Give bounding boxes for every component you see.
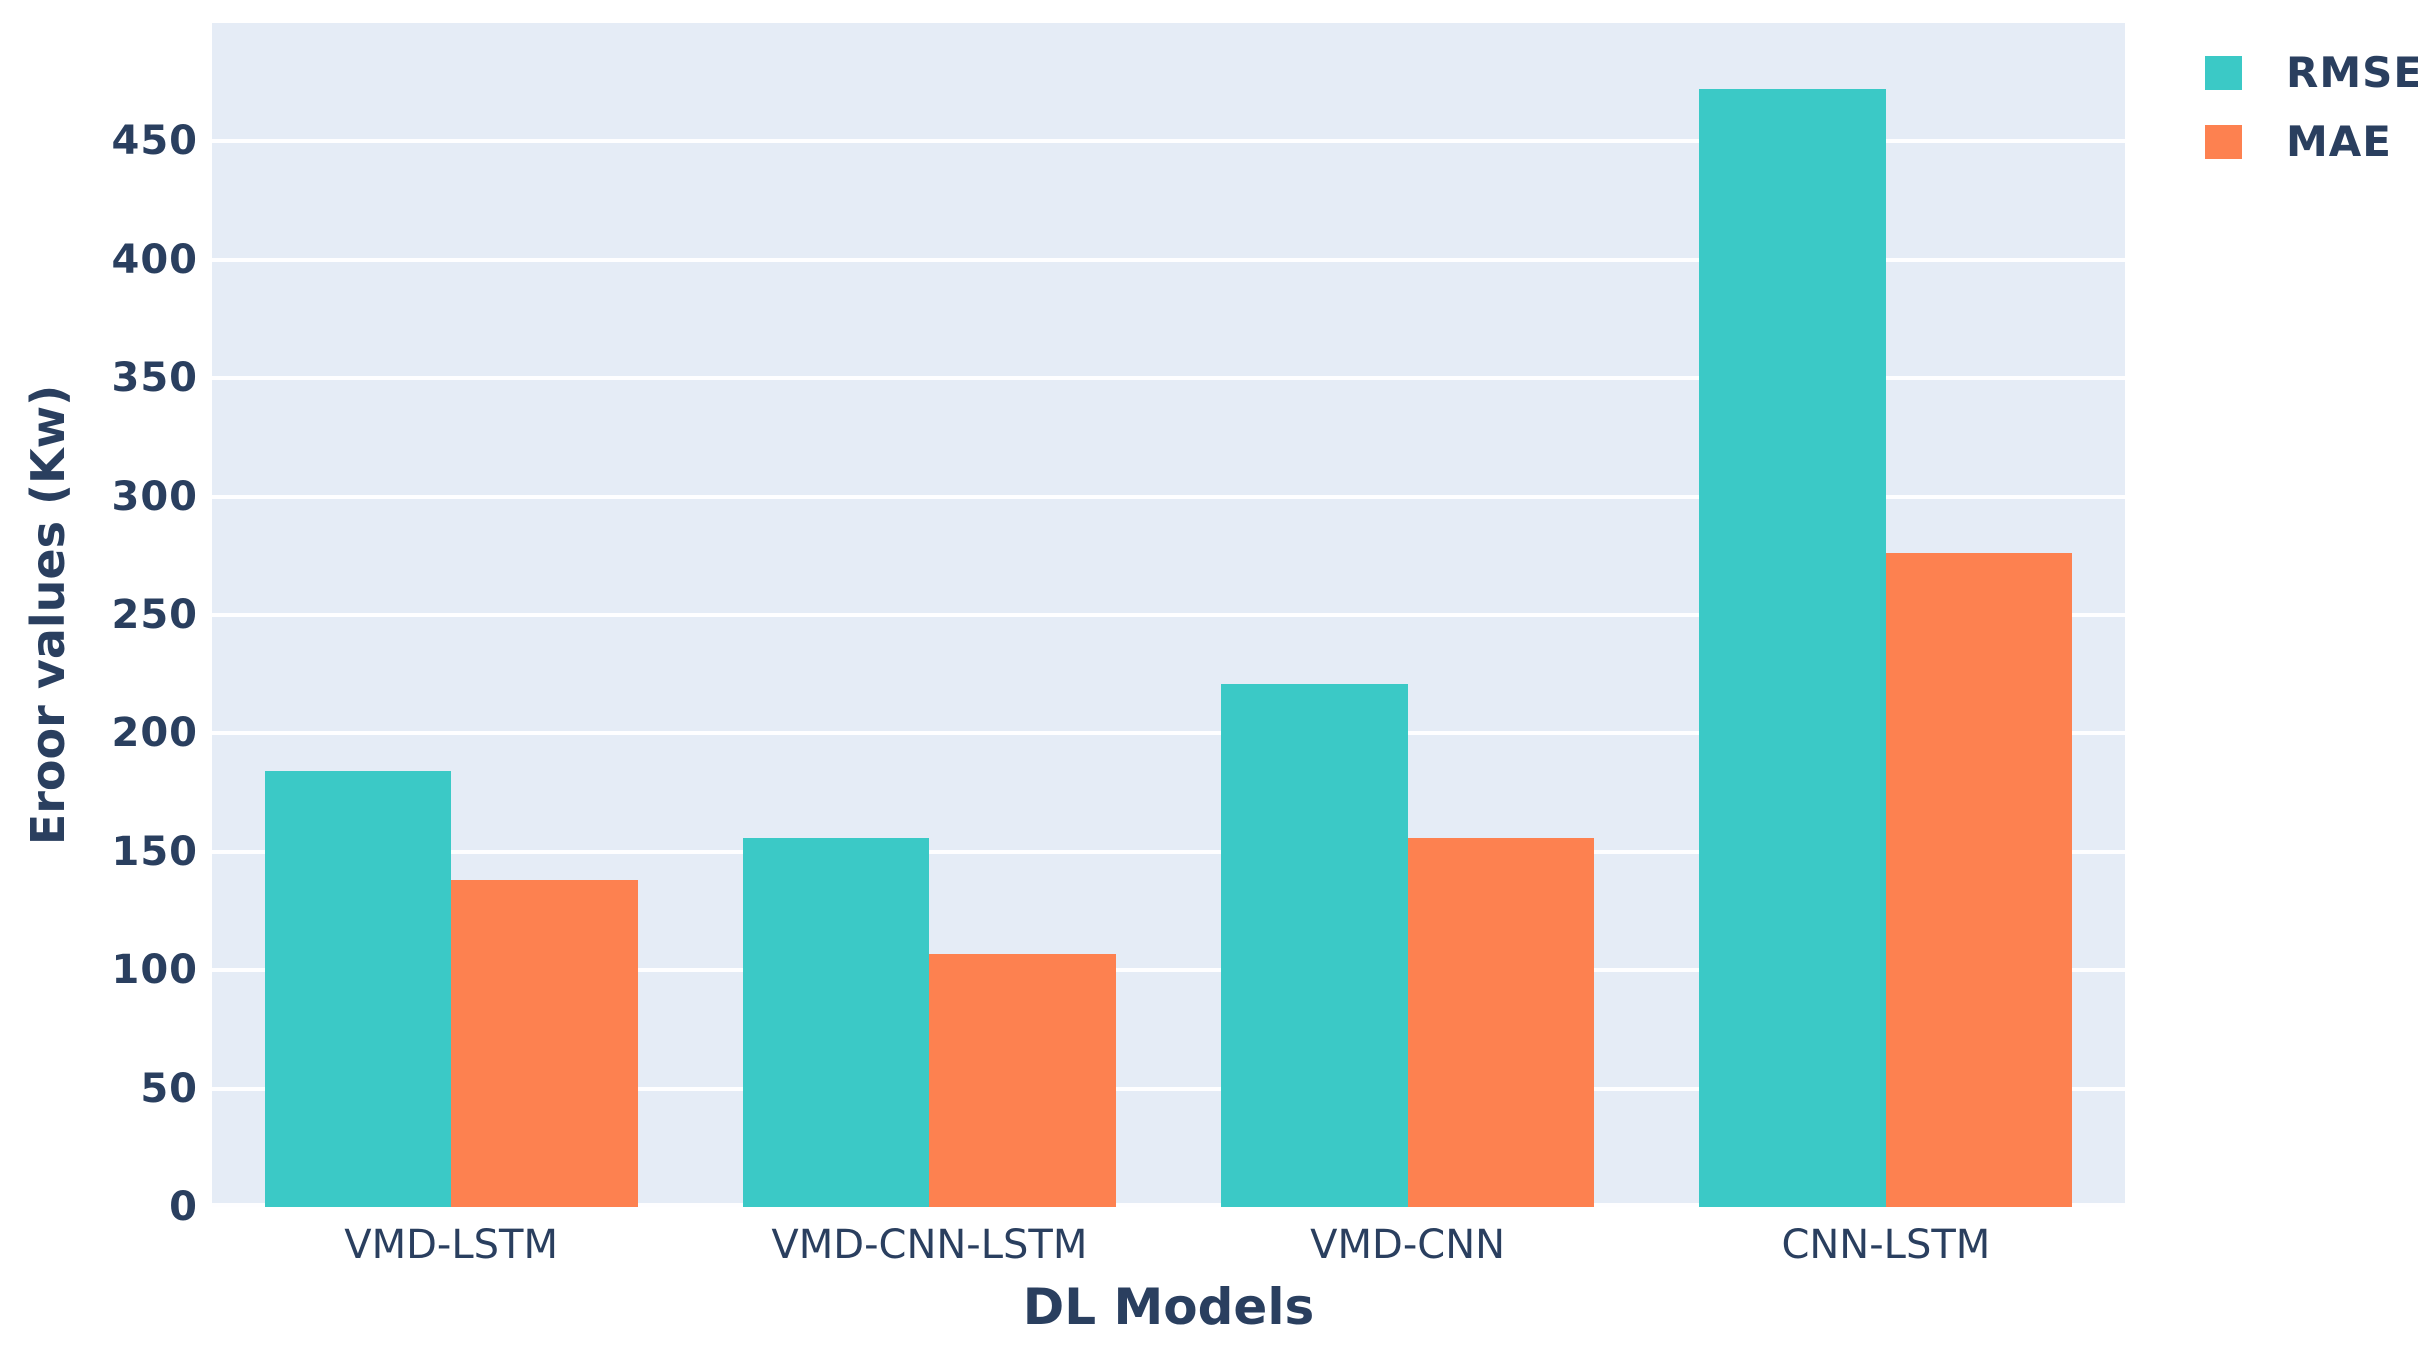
gridline-250	[212, 613, 2125, 617]
legend-item-mae[interactable]: MAE	[2205, 117, 2418, 166]
y-tick-label-150: 150	[111, 828, 198, 875]
bar-mae-vmd-cnn[interactable]	[1407, 837, 1595, 1207]
gridline-200	[212, 731, 2125, 736]
legend-swatch-mae	[2205, 124, 2242, 159]
bar-rmse-vmd-cnn[interactable]	[1221, 683, 1408, 1207]
bar-mae-cnn-lstm[interactable]	[1885, 553, 2073, 1207]
gridline-300	[212, 494, 2125, 499]
y-tick-label-100: 100	[111, 947, 198, 994]
gridline-150	[212, 849, 2125, 854]
y-tick-label-0: 0	[169, 1184, 198, 1230]
legend-swatch-rmse	[2205, 55, 2242, 90]
y-tick-label-300: 300	[111, 473, 198, 520]
bar-rmse-cnn-lstm[interactable]	[1699, 89, 1886, 1207]
x-tick-label-vmd-cnn: VMD-CNN	[1310, 1222, 1506, 1268]
gridline-350	[212, 376, 2125, 381]
y-tick-label-50: 50	[140, 1065, 198, 1112]
y-tick-label-250: 250	[111, 592, 198, 638]
bar-groups	[212, 23, 2125, 1207]
x-tick-label-vmd-cnn-lstm: VMD-CNN-LSTM	[771, 1222, 1088, 1268]
y-tick-label-450: 450	[111, 118, 198, 165]
gridline-400	[212, 257, 2125, 262]
legend-item-rmse[interactable]: RMSE	[2205, 48, 2418, 97]
y-axis-ticks: 0 50 100 150 200 250 300 350 400 450	[0, 23, 198, 1230]
y-tick-label-200: 200	[111, 710, 198, 757]
gridline-50	[212, 1086, 2125, 1091]
bar-group-vmd-lstm	[212, 23, 690, 1207]
bar-group-vmd-cnn	[1169, 23, 1647, 1207]
y-tick-label-400: 400	[111, 236, 198, 283]
zero-line	[212, 1203, 2125, 1207]
plot-area	[212, 23, 2125, 1207]
legend-label-mae: MAE	[2286, 117, 2392, 166]
bar-group-vmd-cnn-lstm	[690, 23, 1168, 1207]
legend-label-rmse: RMSE	[2286, 48, 2418, 97]
bar-mae-vmd-lstm[interactable]	[451, 880, 638, 1207]
bar-mae-vmd-cnn-lstm[interactable]	[929, 953, 1116, 1207]
bar-rmse-vmd-lstm[interactable]	[264, 771, 452, 1207]
gridline-450	[212, 139, 2125, 144]
legend: RMSE MAE	[2205, 48, 2418, 166]
x-axis-ticks: VMD-LSTM VMD-CNN-LSTM VMD-CNN CNN-LSTM	[212, 1222, 2125, 1268]
y-tick-label-350: 350	[111, 355, 198, 402]
gridline-100	[212, 968, 2125, 973]
x-tick-label-cnn-lstm: CNN-LSTM	[1781, 1222, 1991, 1268]
x-axis-title: DL Models	[1022, 1278, 1315, 1336]
x-tick-label-vmd-lstm: VMD-LSTM	[344, 1222, 558, 1268]
bar-group-cnn-lstm	[1647, 23, 2125, 1207]
bar-rmse-vmd-cnn-lstm[interactable]	[742, 837, 930, 1207]
